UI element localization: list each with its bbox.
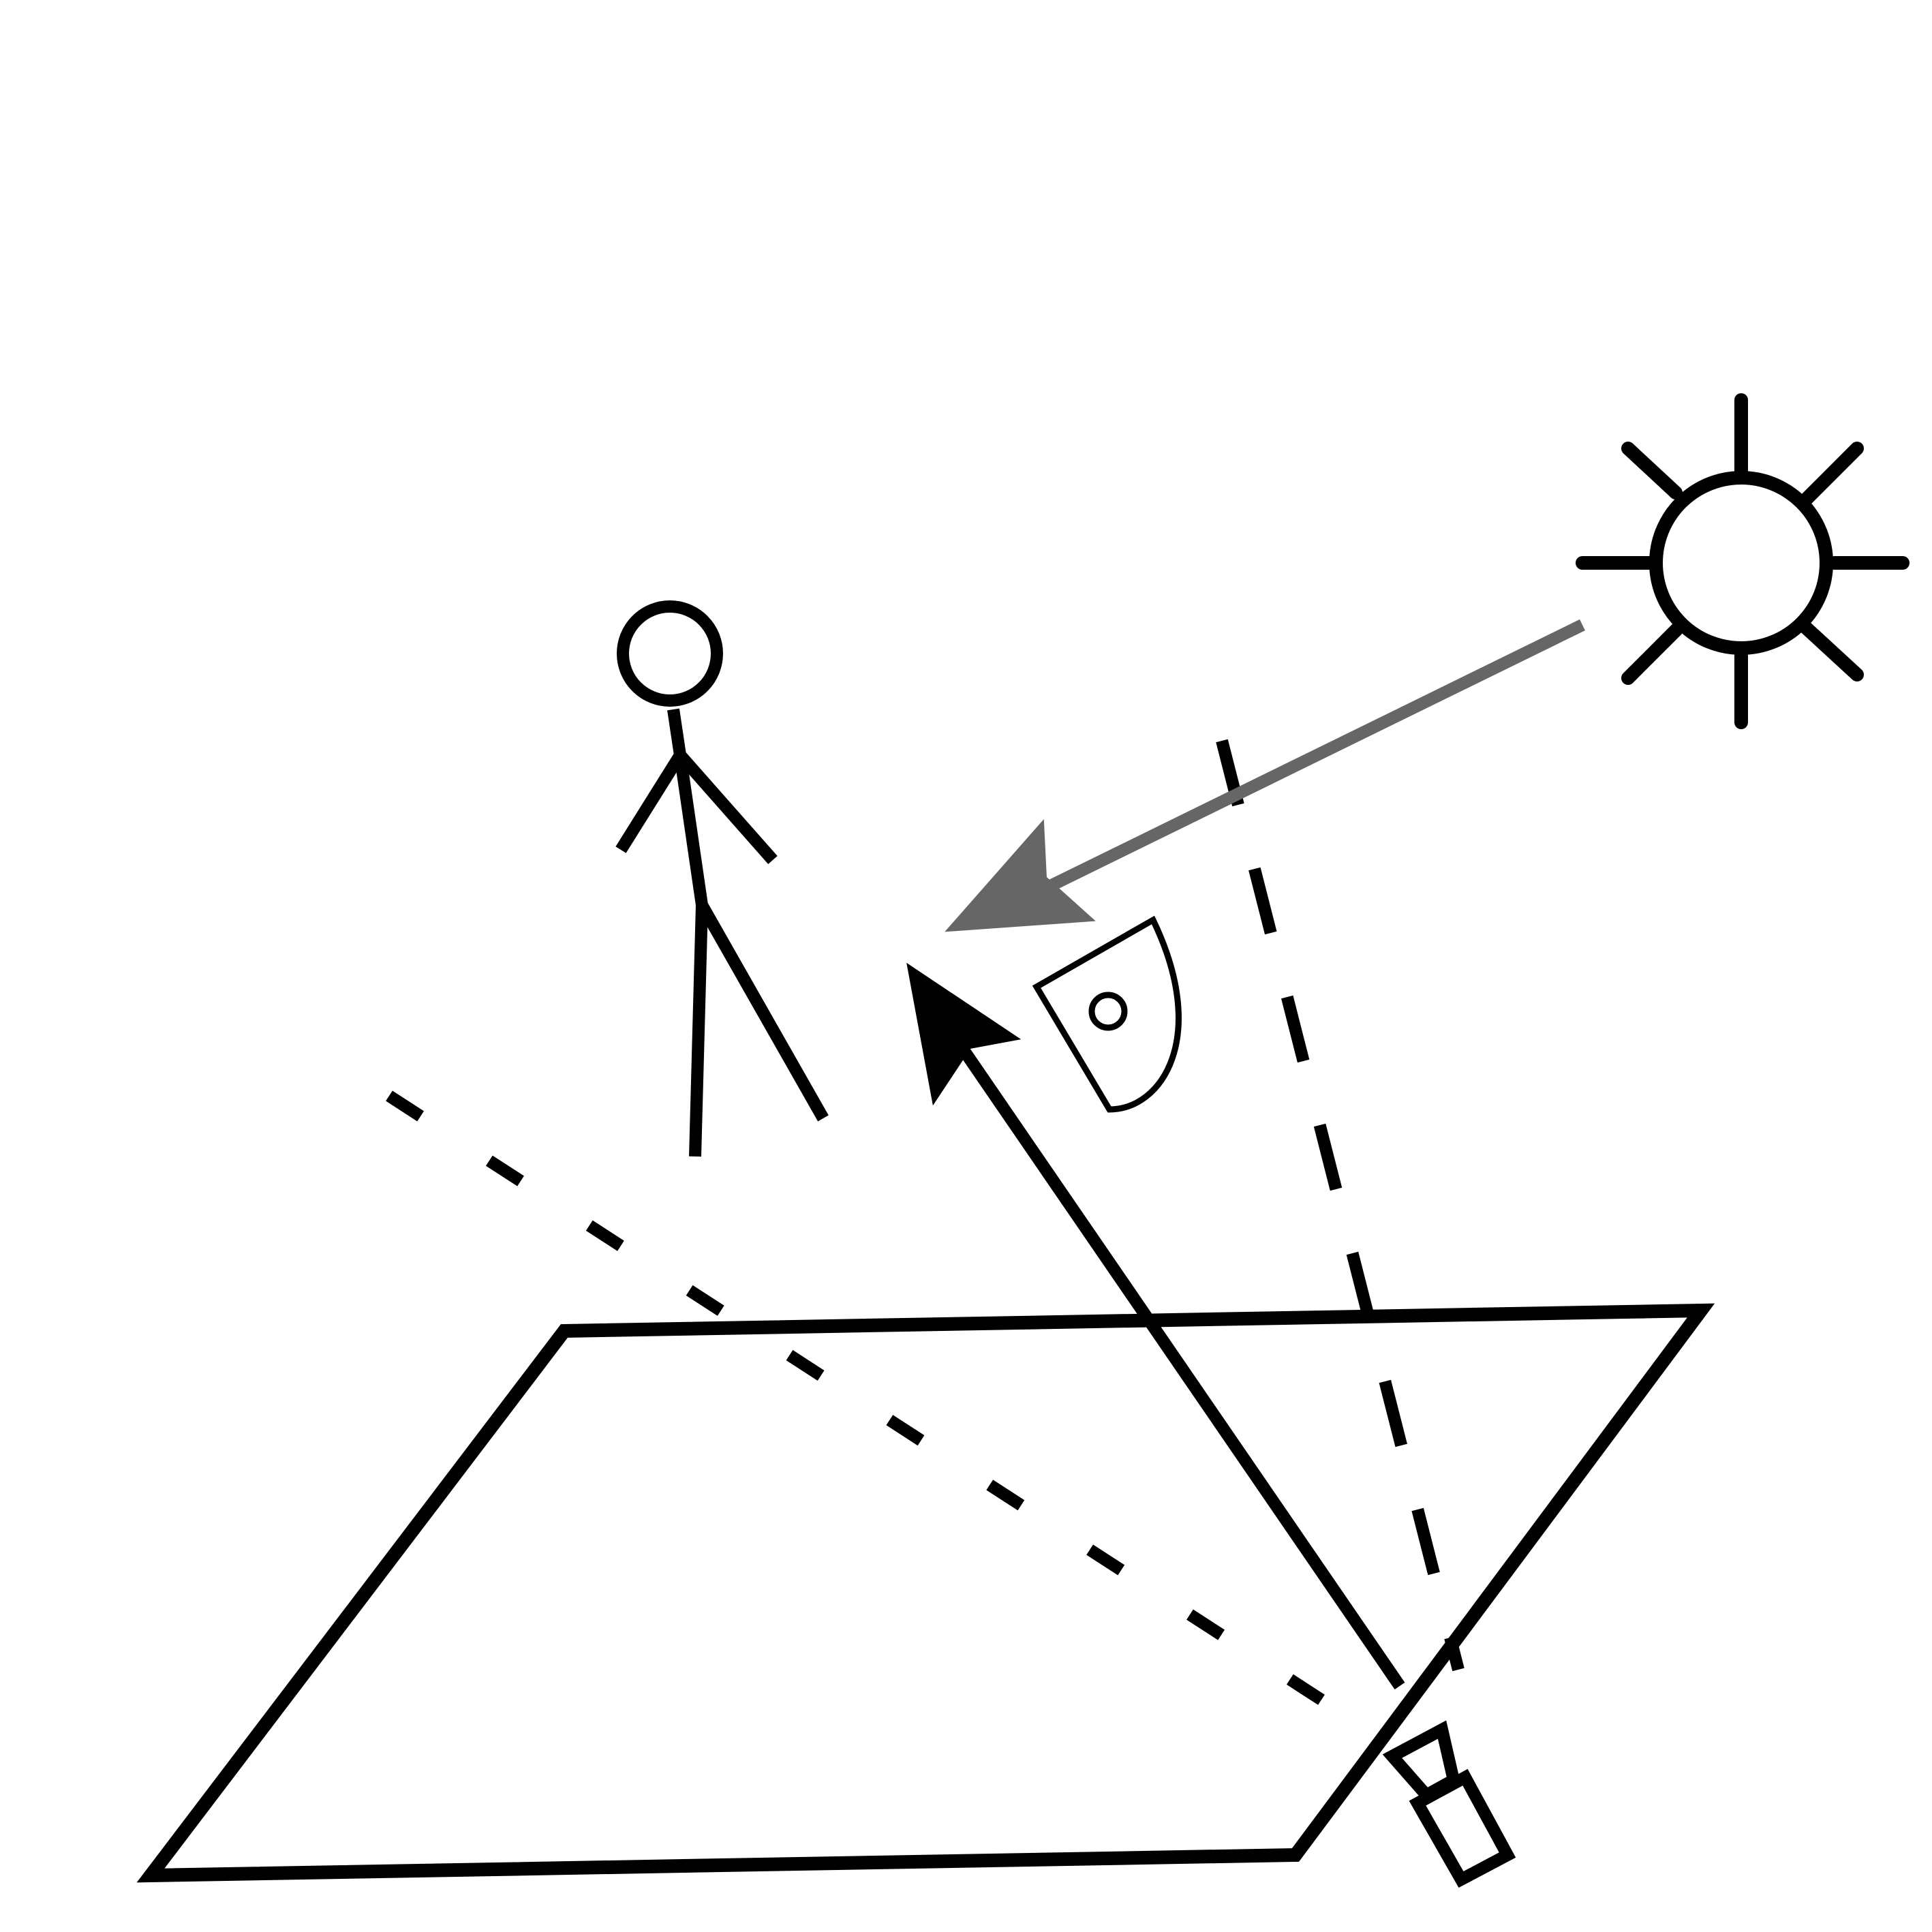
person-right-arm [675, 751, 778, 864]
person-left-leg [689, 904, 708, 1157]
reflection-arrow [906, 962, 1405, 1690]
sight-line-to-person [386, 1090, 1370, 1734]
camera-icon [1382, 1720, 1516, 1888]
sensor-dot [1088, 992, 1128, 1031]
light-ray-arrow [945, 619, 1585, 932]
person-figure [615, 600, 829, 1157]
person-torso [674, 754, 708, 906]
person-left-arm [615, 752, 686, 853]
camera-body [1409, 1768, 1516, 1888]
ground-plane [136, 1303, 1715, 1883]
light-meter-icon [1032, 915, 1182, 1113]
sun-icon [1576, 393, 1910, 729]
sight-line-to-sun [1216, 739, 1465, 1672]
person-right-leg [696, 902, 829, 1122]
person-neck [667, 708, 686, 756]
person-head [617, 600, 723, 707]
